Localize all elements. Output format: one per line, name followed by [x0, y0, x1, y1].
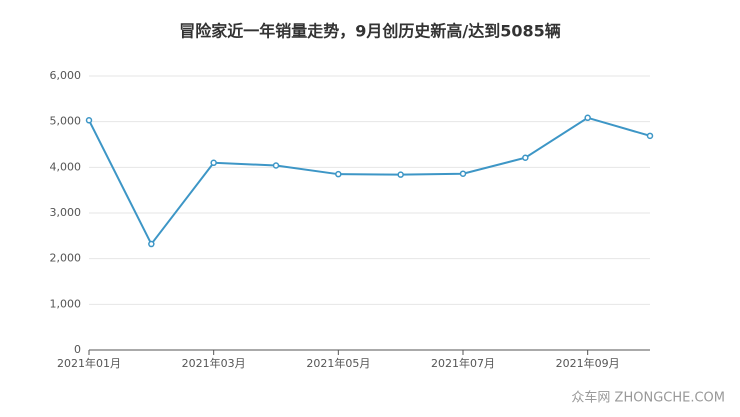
- y-tick-label: 3,000: [50, 206, 82, 219]
- data-point: [210, 159, 217, 167]
- y-tick-label: 0: [74, 343, 81, 356]
- x-tick-label: 2021年01月: [57, 356, 121, 370]
- data-point: [272, 162, 280, 169]
- x-tick-label: 2021年03月: [182, 356, 246, 370]
- data-point: [85, 117, 93, 124]
- y-tick-label: 4,000: [50, 160, 82, 173]
- x-tick-label: 2021年05月: [306, 356, 370, 370]
- watermark: 众车网 ZHONGCHE.COM: [571, 390, 725, 406]
- chart-title: 冒险家近一年销量走势，9月创历史新高/达到5085辆: [179, 22, 561, 41]
- data-point: [148, 240, 155, 248]
- x-tick-label: 2021年07月: [431, 356, 495, 370]
- x-tick-label: 2021年09月: [556, 356, 620, 370]
- data-point: [646, 132, 654, 140]
- y-tick-label: 2,000: [50, 252, 82, 265]
- data-point: [522, 154, 529, 161]
- y-tick-label: 5,000: [50, 115, 82, 128]
- series-line: [88, 116, 651, 246]
- data-point: [335, 170, 342, 178]
- data-point: [397, 171, 404, 178]
- data-point: [584, 114, 591, 122]
- y-tick-label: 1,000: [50, 297, 82, 310]
- y-tick-label: 6,000: [50, 69, 82, 82]
- data-point: [459, 170, 467, 177]
